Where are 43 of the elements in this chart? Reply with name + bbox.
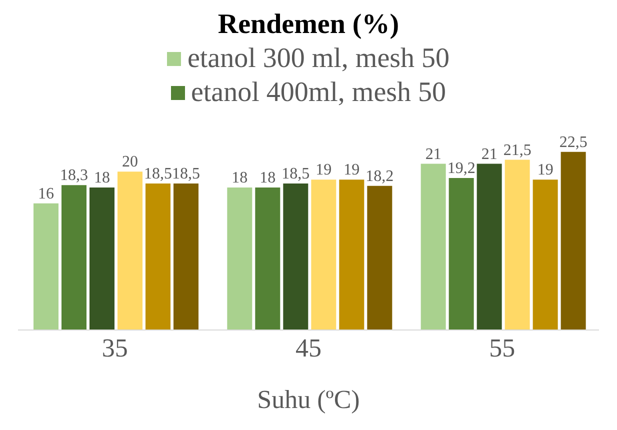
data-label: 19 xyxy=(537,162,554,179)
x-tick-label: 35 xyxy=(102,333,128,362)
bar xyxy=(117,172,142,330)
bar xyxy=(89,188,114,330)
data-label: 21 xyxy=(481,146,498,163)
bar xyxy=(560,152,586,330)
bar xyxy=(227,188,252,330)
data-label: 18,5 xyxy=(144,166,172,183)
bar xyxy=(173,184,198,330)
bar xyxy=(420,164,446,330)
data-label: 18 xyxy=(260,170,276,186)
bar xyxy=(311,180,336,330)
bar xyxy=(476,164,502,330)
legend-label: etanol 400ml, mesh 50 xyxy=(190,76,446,110)
data-label: 20 xyxy=(122,154,138,171)
bar xyxy=(532,180,558,330)
legend-label: etanol 300 ml, mesh 50 xyxy=(187,42,450,76)
x-tick-label: 45 xyxy=(296,333,322,362)
data-label: 19,2 xyxy=(447,160,476,177)
data-label: 19 xyxy=(344,162,360,179)
bar xyxy=(448,178,474,330)
bar xyxy=(283,184,308,330)
data-label: 18,5 xyxy=(282,166,310,183)
data-label: 18 xyxy=(94,170,110,186)
data-label: 18,2 xyxy=(366,168,394,185)
data-label: 19 xyxy=(316,162,332,179)
bar xyxy=(61,185,86,330)
bar xyxy=(33,203,58,330)
data-label: 18,3 xyxy=(60,167,88,184)
x-axis-title: Suhu (ºC) xyxy=(257,385,360,414)
bar xyxy=(367,186,392,330)
bar xyxy=(504,160,530,330)
data-label: 21 xyxy=(425,146,442,163)
bar xyxy=(339,180,364,330)
x-tick-label: 55 xyxy=(489,333,516,362)
data-label: 22,5 xyxy=(559,134,588,151)
chart-title: Rendemen (%) xyxy=(216,8,400,42)
data-label: 18 xyxy=(232,170,248,186)
bar xyxy=(145,184,170,330)
data-label: 18,5 xyxy=(172,166,200,183)
data-label: 16 xyxy=(38,185,54,202)
data-label: 21,5 xyxy=(503,142,532,159)
bar xyxy=(255,188,280,330)
